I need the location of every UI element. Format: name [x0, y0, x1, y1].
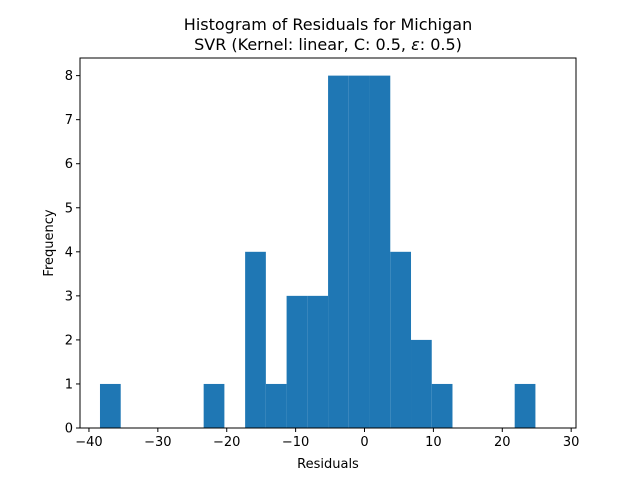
x-axis-ticks: −40 −30 −20 −10 0 10 20 30: [75, 428, 579, 450]
y-tick-label: 4: [65, 245, 73, 260]
y-axis-ticks: 0 1 2 3 4 5 6 7 8: [65, 69, 80, 436]
y-tick-label: 6: [65, 157, 73, 172]
y-tick-label: 7: [65, 113, 73, 128]
y-tick-label: 0: [65, 422, 73, 437]
chart-title-line1: Histogram of Residuals for Michigan: [184, 15, 472, 34]
histogram-bar-12: [349, 76, 370, 428]
histogram-bar-9: [287, 296, 308, 428]
y-axis-label: Frequency: [42, 209, 57, 276]
histogram-bar-14: [390, 252, 411, 428]
x-tick-label: −40: [75, 435, 102, 450]
histogram-bar-15: [411, 340, 432, 428]
y-tick-label: 1: [65, 377, 73, 392]
histogram-bar-13: [370, 76, 391, 428]
x-tick-label: −10: [282, 435, 309, 450]
histogram-bars: [100, 76, 535, 428]
chart-title-line2-prefix: SVR (Kernel: linear, C: 0.5,: [194, 35, 411, 54]
y-tick-label: 8: [65, 69, 73, 84]
y-tick-label: 2: [65, 333, 73, 348]
y-tick-label: 5: [65, 201, 73, 216]
y-tick-label: 3: [65, 289, 73, 304]
histogram-bar-16: [432, 384, 453, 428]
histogram-bar-5: [204, 384, 225, 428]
chart-title-line2-suffix: : 0.5): [420, 35, 462, 54]
x-tick-label: 10: [425, 435, 442, 450]
x-axis-label: Residuals: [297, 457, 359, 472]
chart-title-epsilon: ε: [411, 35, 420, 54]
histogram-bar-8: [266, 384, 287, 428]
x-tick-label: 30: [563, 435, 580, 450]
x-tick-label: 20: [494, 435, 511, 450]
histogram-bar-11: [328, 76, 349, 428]
x-tick-label: −20: [213, 435, 240, 450]
x-tick-label: 0: [360, 435, 368, 450]
histogram-bar-10: [307, 296, 328, 428]
histogram-bar-0: [100, 384, 121, 428]
x-tick-label: −30: [144, 435, 171, 450]
histogram-bar-7: [245, 252, 266, 428]
histogram-bar-20: [515, 384, 536, 428]
chart-title-line2: SVR (Kernel: linear, C: 0.5, ε: 0.5): [194, 35, 462, 54]
